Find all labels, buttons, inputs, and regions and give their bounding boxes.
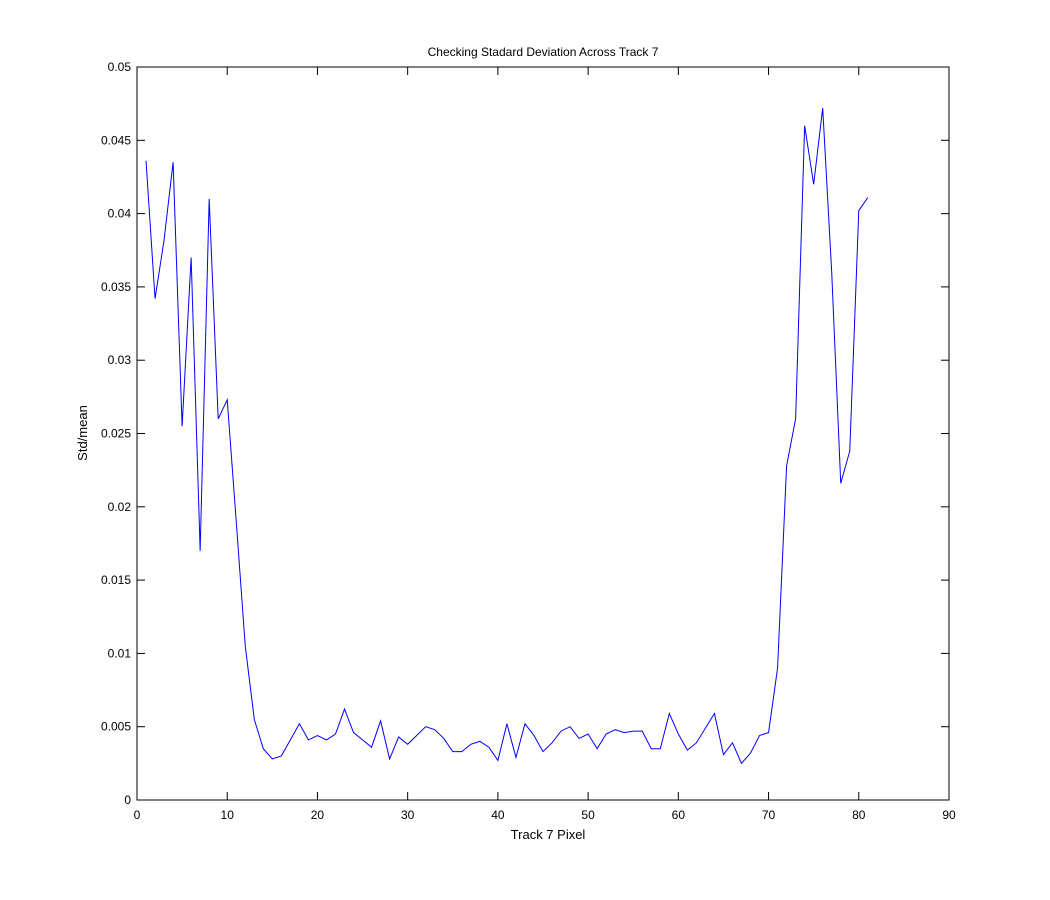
x-tick-label: 0 (134, 808, 141, 822)
y-tick-label: 0.035 (101, 280, 131, 294)
y-tick-label: 0.005 (101, 720, 131, 734)
data-line (145, 107, 869, 765)
y-tick-label: 0.03 (108, 353, 132, 367)
y-tick-label: 0.01 (108, 646, 132, 660)
y-axis-label: Std/mean (75, 405, 90, 461)
y-tick-label: 0.025 (101, 427, 131, 441)
x-tick-label: 10 (221, 808, 235, 822)
y-tick-label: 0.04 (108, 207, 132, 221)
x-tick-label: 90 (942, 808, 956, 822)
x-tick-label: 50 (581, 808, 595, 822)
chart-title: Checking Stadard Deviation Across Track … (428, 45, 659, 59)
x-tick-label: 60 (672, 808, 686, 822)
x-axis-label: Track 7 Pixel (511, 827, 586, 842)
y-tick-label: 0.02 (108, 500, 132, 514)
x-tick-label: 40 (491, 808, 505, 822)
x-tick-label: 30 (401, 808, 415, 822)
x-tick-label: 80 (852, 808, 866, 822)
y-tick-label: 0 (124, 793, 131, 807)
y-tick-label: 0.045 (101, 133, 131, 147)
x-tick-label: 20 (311, 808, 325, 822)
plot-area (136, 66, 950, 801)
y-tick-label: 0.015 (101, 573, 131, 587)
x-tick-label: 70 (762, 808, 776, 822)
y-tick-label: 0.05 (108, 60, 132, 74)
